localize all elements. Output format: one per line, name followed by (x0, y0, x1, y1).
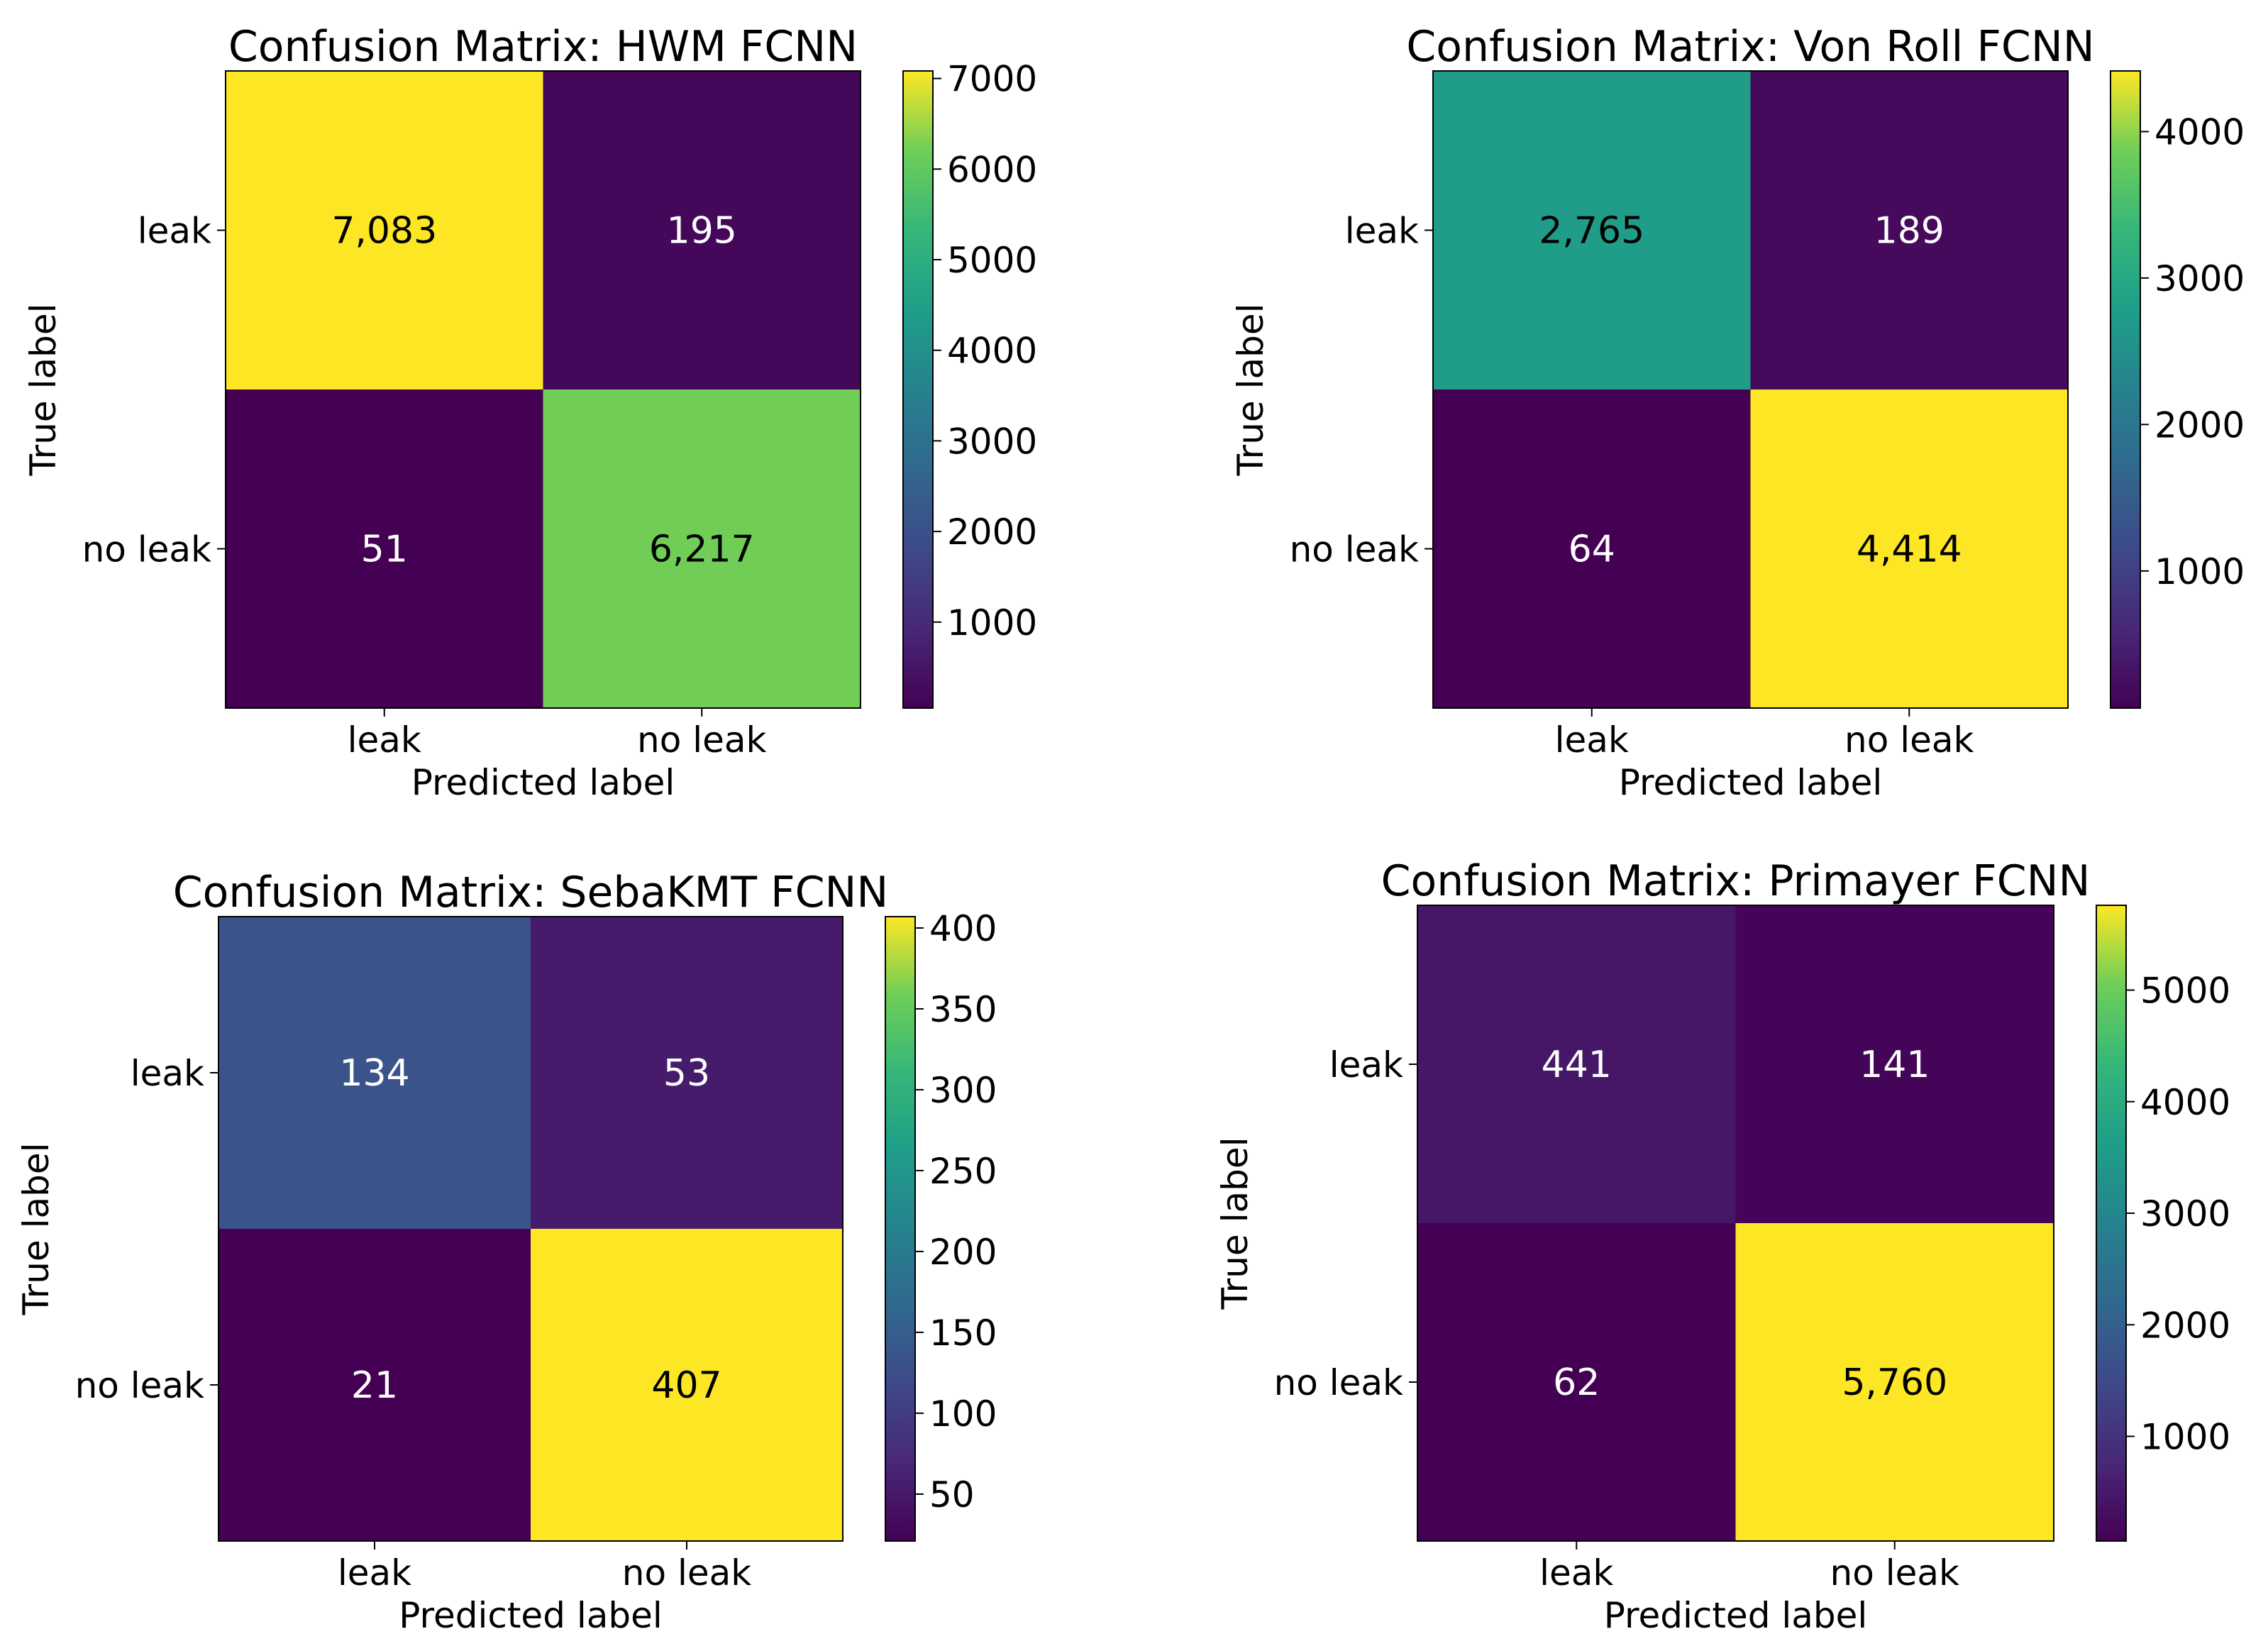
matrix-cell-r0-c1 (531, 917, 843, 1230)
colorbar-tick-label: 6000 (947, 149, 1037, 190)
cell-value-label: 6,217 (649, 529, 755, 571)
chart-title: Confusion Matrix: Primayer FCNN (1381, 856, 2091, 906)
colorbar-tick-label: 4000 (2140, 1082, 2230, 1123)
matrix-cell-r0-c0 (1433, 71, 1751, 390)
x-tick-label: no leak (622, 1552, 751, 1593)
cell-value-label: 21 (351, 1364, 398, 1407)
cell-value-label: 53 (663, 1052, 710, 1095)
colorbar-tick-label: 3000 (2140, 1193, 2230, 1234)
x-tick-label: no leak (637, 719, 766, 761)
colorbar-tick-label: 4000 (2154, 111, 2245, 153)
colorbar-tick-label: 4000 (947, 331, 1037, 372)
matrix-cell-r1-c0 (226, 390, 543, 709)
x-tick-label: leak (348, 719, 421, 761)
colorbar (902, 70, 934, 709)
y-tick-label: no leak (1274, 1362, 1403, 1403)
matrix-cell-r1-c1 (1750, 390, 2069, 709)
y-axis-label: True label (1215, 1137, 1256, 1310)
colorbar-tick-label: 2000 (947, 512, 1037, 553)
y-axis-label: True label (16, 1142, 57, 1315)
matrix-cell-r0-c0 (218, 917, 531, 1230)
cell-value-label: 62 (1553, 1361, 1600, 1404)
colorbar-tick-label: 350 (929, 989, 997, 1030)
y-tick-label: leak (138, 211, 211, 252)
colorbar-tick-label: 1000 (2140, 1417, 2230, 1458)
colorbar-tick-label: 100 (929, 1393, 997, 1435)
confusion-matrix-panel-1: Confusion Matrix: HWM FCNN 7,083 195 51 6,21… (23, 22, 1037, 803)
y-tick-label: no leak (1290, 529, 1419, 570)
y-tick-label: no leak (82, 529, 211, 570)
colorbar-tick-label: 200 (929, 1232, 997, 1273)
matrix-cell-r0-c1 (1750, 71, 2069, 390)
y-tick-label: leak (131, 1053, 204, 1094)
cell-value-label: 64 (1569, 529, 1615, 571)
x-axis-label: Predicted label (411, 762, 675, 803)
matrix-cell-r0-c1 (1735, 905, 2054, 1224)
colorbar-tick-label: 1000 (2154, 551, 2245, 592)
x-tick-label: leak (1539, 1552, 1613, 1593)
cell-value-label: 2,765 (1539, 210, 1644, 253)
y-tick-label: leak (1345, 211, 1419, 252)
confusion-matrix-panel-3: Confusion Matrix: SebaKMT FCNN 134 53 21 407… (16, 868, 997, 1636)
cell-value-label: 141 (1859, 1044, 1930, 1086)
x-axis-label: Predicted label (1619, 762, 1883, 803)
matrix-cell-r0-c0 (226, 71, 543, 390)
matrix-cell-r1-c0 (1433, 390, 1751, 709)
plot-frame (1432, 70, 2069, 709)
colorbar-tick-label: 2000 (2140, 1305, 2230, 1346)
cell-value-label: 195 (667, 210, 737, 253)
colorbar-tick-label: 250 (929, 1151, 997, 1192)
colorbar-tick-label: 50 (929, 1474, 975, 1515)
matrix-cell-r1-c0 (218, 1229, 531, 1542)
matrix-cell-r0-c0 (1417, 905, 1736, 1224)
confusion-matrix-panel-4: Confusion Matrix: Primayer FCNN 441 141 62 5… (1215, 856, 2230, 1636)
colorbar-tick-label: 5000 (947, 240, 1037, 281)
matrix-cell-r1-c1 (1735, 1223, 2054, 1542)
y-tick-label: no leak (75, 1365, 204, 1406)
colorbar (885, 916, 916, 1542)
cell-value-label: 51 (361, 529, 408, 571)
matrix-cell-r1-c1 (543, 390, 861, 709)
cell-value-label: 5,760 (1842, 1361, 1947, 1404)
colorbar-tick-label: 300 (929, 1070, 997, 1111)
x-tick-label: leak (338, 1552, 411, 1593)
colorbar-tick-label: 3000 (2154, 258, 2245, 299)
colorbar-tick-label: 400 (929, 908, 997, 949)
y-axis-label: True label (23, 303, 64, 476)
chart-title: Confusion Matrix: Von Roll FCNN (1406, 22, 2094, 72)
y-tick-label: leak (1329, 1044, 1403, 1086)
y-axis-label: True label (1230, 303, 1271, 476)
cell-value-label: 189 (1874, 210, 1945, 253)
cell-value-label: 407 (651, 1364, 721, 1407)
plot-frame (225, 70, 861, 709)
colorbar (2110, 70, 2141, 709)
x-axis-label: Predicted label (1604, 1595, 1868, 1636)
colorbar-tick-label: 1000 (947, 602, 1037, 644)
cell-value-label: 134 (339, 1052, 409, 1095)
plot-frame (1417, 905, 2054, 1542)
matrix-cell-r1-c1 (531, 1229, 843, 1542)
cell-value-label: 7,083 (331, 210, 437, 253)
colorbar-tick-label: 7000 (947, 59, 1037, 100)
chart-title: Confusion Matrix: SebaKMT FCNN (173, 868, 889, 917)
cell-value-label: 441 (1542, 1044, 1612, 1086)
colorbar-tick-label: 2000 (2154, 404, 2245, 446)
x-tick-label: no leak (1830, 1552, 1959, 1593)
x-tick-label: leak (1555, 719, 1629, 761)
cell-value-label: 4,414 (1857, 529, 1962, 571)
colorbar-tick-label: 5000 (2140, 971, 2230, 1012)
chart-title: Confusion Matrix: HWM FCNN (228, 22, 858, 72)
confusion-matrix-panel-2: Confusion Matrix: Von Roll FCNN 2,765 189 6… (1230, 22, 2245, 803)
colorbar (2096, 905, 2127, 1542)
x-axis-label: Predicted label (399, 1595, 663, 1636)
x-tick-label: no leak (1844, 719, 1974, 761)
colorbar-tick-label: 150 (929, 1313, 997, 1354)
colorbar-tick-label: 3000 (947, 421, 1037, 462)
matrix-cell-r1-c0 (1417, 1223, 1736, 1542)
matrix-cell-r0-c1 (543, 71, 861, 390)
plot-frame (218, 916, 843, 1542)
